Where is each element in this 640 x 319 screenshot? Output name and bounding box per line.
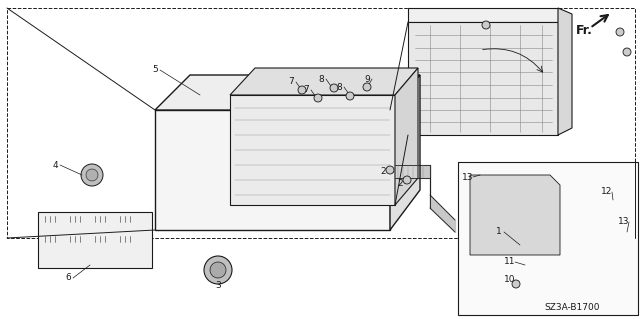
Bar (92, 244, 108, 258)
Bar (170, 190, 375, 202)
Text: 1: 1 (496, 227, 502, 236)
Circle shape (403, 176, 411, 184)
Text: 11: 11 (504, 257, 516, 266)
Polygon shape (155, 110, 390, 230)
Text: 8: 8 (336, 83, 342, 92)
Circle shape (588, 175, 628, 215)
Polygon shape (390, 75, 420, 230)
Circle shape (537, 232, 553, 248)
Polygon shape (558, 8, 572, 135)
Circle shape (623, 48, 631, 56)
Polygon shape (38, 212, 152, 268)
Polygon shape (155, 75, 420, 110)
Circle shape (210, 262, 226, 278)
Circle shape (386, 166, 394, 174)
Circle shape (482, 21, 490, 29)
Circle shape (177, 144, 213, 180)
Text: SZ3A-B1700: SZ3A-B1700 (545, 303, 600, 313)
Bar (170, 150, 375, 162)
Circle shape (314, 94, 322, 102)
Text: 13: 13 (618, 218, 630, 226)
Polygon shape (557, 268, 573, 283)
Circle shape (590, 262, 626, 298)
Text: 12: 12 (602, 188, 612, 197)
Polygon shape (517, 268, 533, 283)
Text: 10: 10 (504, 276, 516, 285)
Polygon shape (458, 162, 638, 315)
Text: 7: 7 (303, 85, 309, 94)
Text: 2: 2 (380, 167, 386, 176)
Circle shape (586, 218, 630, 262)
Bar (67, 224, 83, 238)
Text: Fr.: Fr. (576, 24, 593, 36)
Polygon shape (517, 197, 533, 212)
Bar (170, 170, 375, 182)
Polygon shape (230, 95, 395, 205)
Circle shape (354, 144, 390, 180)
Circle shape (375, 217, 385, 227)
Polygon shape (408, 22, 558, 135)
Circle shape (298, 86, 306, 94)
Circle shape (375, 113, 385, 123)
Bar (165, 117, 380, 225)
Polygon shape (395, 68, 418, 205)
Bar (117, 224, 133, 238)
Text: 8: 8 (318, 75, 324, 84)
Circle shape (595, 227, 621, 253)
Circle shape (253, 128, 277, 152)
Circle shape (616, 28, 624, 36)
Polygon shape (557, 197, 573, 212)
Circle shape (320, 120, 340, 140)
Circle shape (512, 280, 520, 288)
Text: 3: 3 (215, 280, 221, 290)
Circle shape (363, 83, 371, 91)
Polygon shape (230, 68, 418, 95)
Text: 5: 5 (152, 65, 158, 75)
Text: 13: 13 (462, 173, 474, 182)
Text: 2: 2 (397, 179, 403, 188)
Circle shape (86, 169, 98, 181)
Circle shape (204, 256, 232, 284)
Circle shape (165, 113, 175, 123)
Circle shape (419, 49, 431, 61)
Circle shape (165, 217, 175, 227)
Polygon shape (408, 8, 558, 22)
Circle shape (459, 49, 471, 61)
Bar (42, 224, 58, 238)
Polygon shape (470, 175, 560, 255)
Circle shape (346, 92, 354, 100)
Circle shape (81, 164, 103, 186)
Circle shape (596, 183, 620, 207)
Text: 9: 9 (364, 75, 370, 84)
Bar (117, 244, 133, 258)
Circle shape (312, 112, 348, 148)
Circle shape (330, 84, 338, 92)
Circle shape (378, 128, 402, 152)
Bar (170, 132, 375, 144)
Circle shape (368, 118, 412, 162)
Text: 6: 6 (65, 273, 71, 283)
Circle shape (167, 134, 223, 190)
Text: 7: 7 (288, 78, 294, 86)
Circle shape (344, 134, 400, 190)
Bar (92, 224, 108, 238)
Circle shape (243, 118, 287, 162)
Bar (67, 244, 83, 258)
Bar (42, 244, 58, 258)
Text: 4: 4 (52, 160, 58, 169)
Circle shape (597, 269, 619, 291)
Circle shape (525, 220, 565, 260)
Circle shape (439, 49, 451, 61)
